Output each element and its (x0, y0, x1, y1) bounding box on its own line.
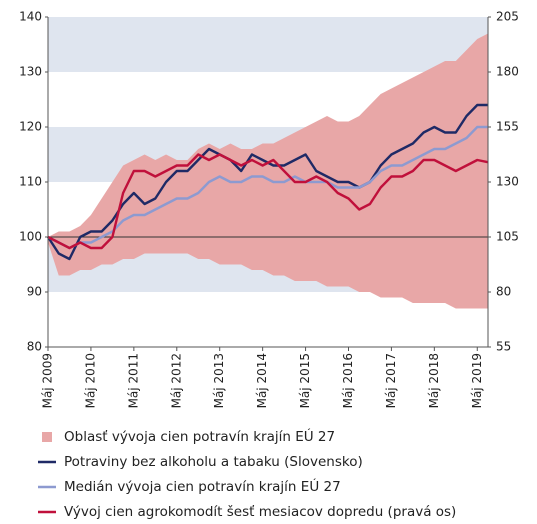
range-area (48, 33, 488, 309)
legend-item: Medián vývoja cien potravín krajín EÚ 27 (38, 477, 341, 495)
legend-label: Medián vývoja cien potravín krajín EÚ 27 (64, 477, 341, 495)
y2-tick-label: 205 (496, 10, 519, 24)
x-tick-label: Máj 2014 (255, 353, 269, 408)
legend-label: Oblasť vývoja cien potravín krajín EÚ 27 (64, 427, 335, 445)
series-line (47, 153, 489, 250)
legend-item: Vývoj cien agrokomodít šesť mesiacov dop… (38, 504, 456, 520)
y2-tick-label: 155 (496, 120, 519, 134)
legend-label: Potraviny bez alkoholu a tabaku (Slovens… (64, 454, 363, 470)
grid-band (48, 17, 488, 72)
x-tick-label: Máj 2019 (470, 353, 484, 408)
y2-tick-label: 105 (496, 230, 519, 244)
x-tick-label: Máj 2017 (384, 353, 398, 408)
x-tick-label: Máj 2016 (341, 353, 355, 408)
y-tick-label: 120 (19, 120, 42, 134)
x-tick-label: Máj 2013 (212, 353, 226, 408)
legend-label: Vývoj cien agrokomodít šesť mesiacov dop… (64, 504, 456, 520)
y-tick-label: 140 (19, 10, 42, 24)
legend-item: Oblasť vývoja cien potravín krajín EÚ 27 (42, 427, 335, 445)
y-tick-label: 90 (27, 285, 42, 299)
y-tick-label: 130 (19, 65, 42, 79)
y2-tick-label: 180 (496, 65, 519, 79)
series-line (47, 125, 488, 250)
x-tick-label: Máj 2009 (41, 353, 55, 408)
x-tick-label: Máj 2018 (427, 353, 441, 408)
x-tick-label: Máj 2015 (298, 353, 312, 408)
y2-tick-label: 55 (496, 340, 511, 354)
legend-item: Potraviny bez alkoholu a tabaku (Slovens… (38, 454, 363, 470)
x-tick-label: Máj 2010 (83, 353, 97, 408)
x-tick-label: Máj 2011 (126, 353, 140, 408)
y-tick-label: 110 (19, 175, 42, 189)
y-tick-label: 80 (27, 340, 42, 354)
y-tick-label: 100 (19, 230, 42, 244)
legend-swatch (42, 432, 52, 442)
x-tick-label: Máj 2012 (169, 353, 183, 408)
y2-tick-label: 130 (496, 175, 519, 189)
y2-tick-label: 80 (496, 285, 511, 299)
